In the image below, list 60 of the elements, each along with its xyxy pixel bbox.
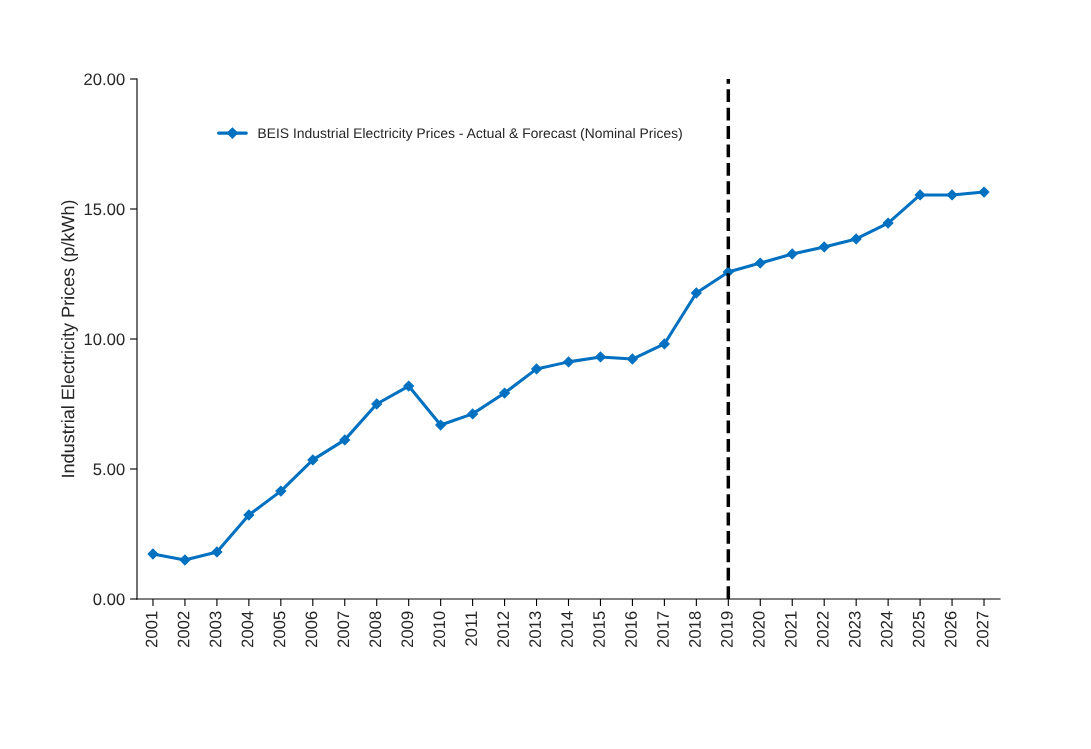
x-tick-label: 2013: [529, 611, 542, 648]
y-axis-title: Industrial Electricity Prices (p/kWh): [61, 200, 78, 477]
x-tick-label: 2023: [848, 611, 861, 648]
x-tick-label: 2020: [752, 611, 765, 648]
x-tick-label: 2005: [273, 611, 286, 648]
x-tick-label: 2008: [369, 611, 382, 648]
point: [211, 546, 223, 558]
y-tick-label: 0.00: [93, 593, 125, 606]
x-tick-label: 2015: [593, 611, 605, 648]
x-tick-label: 2002: [177, 611, 190, 648]
x-tick-label: 2018: [689, 611, 701, 648]
x-tick-label: 2024: [880, 611, 893, 648]
point: [147, 548, 159, 560]
point: [307, 454, 319, 466]
point: [595, 351, 606, 363]
x-tick-label: 2017: [657, 611, 669, 648]
point: [978, 186, 990, 198]
x-tick-label: 2022: [816, 611, 829, 648]
point: [658, 338, 670, 350]
point: [179, 554, 191, 566]
x-tick-label: 2026: [944, 611, 957, 648]
x-tick-label: 2004: [241, 611, 254, 648]
point: [627, 353, 638, 365]
point: [435, 419, 447, 431]
y-tick-label: 15.00: [84, 203, 125, 216]
y-tick-label: 5.00: [93, 463, 125, 476]
point: [786, 248, 798, 260]
x-tick-label: 2014: [561, 611, 573, 648]
point: [914, 189, 926, 201]
point: [371, 398, 383, 410]
point: [403, 380, 415, 392]
point: [690, 287, 702, 299]
point: [275, 485, 287, 497]
point: [946, 189, 958, 201]
point: [754, 257, 766, 269]
legend-label: BEIS Industrial Electricity Prices - Actual & Forecast (Nominal Prices): [258, 127, 682, 141]
point: [531, 363, 542, 375]
point: [339, 434, 351, 446]
y-tick-label: 20.00: [84, 73, 125, 86]
x-tick-label: 2011: [465, 611, 478, 646]
x-tick-label: 2003: [209, 611, 222, 648]
x-tick-label: 2007: [337, 611, 350, 648]
x-tick-label: 2009: [401, 611, 414, 648]
x-tick-label: 2006: [305, 611, 318, 648]
point: [499, 387, 510, 399]
x-tick-label: 2016: [625, 611, 637, 648]
x-tick-label: 2021: [784, 611, 797, 648]
x-tick-label: 2001: [145, 611, 158, 648]
point: [850, 233, 862, 245]
x-tick-label: 2019: [720, 611, 733, 648]
x-tick-label: 2010: [433, 611, 446, 648]
y-tick-label: 10.00: [84, 333, 125, 346]
point: [563, 356, 574, 368]
x-tick-label: 2025: [912, 611, 925, 648]
point: [243, 509, 255, 521]
point: [882, 217, 894, 229]
x-tick-label: 2012: [497, 611, 510, 648]
point: [467, 408, 479, 420]
x-tick-label: 2027: [976, 611, 989, 648]
point: [818, 241, 830, 253]
